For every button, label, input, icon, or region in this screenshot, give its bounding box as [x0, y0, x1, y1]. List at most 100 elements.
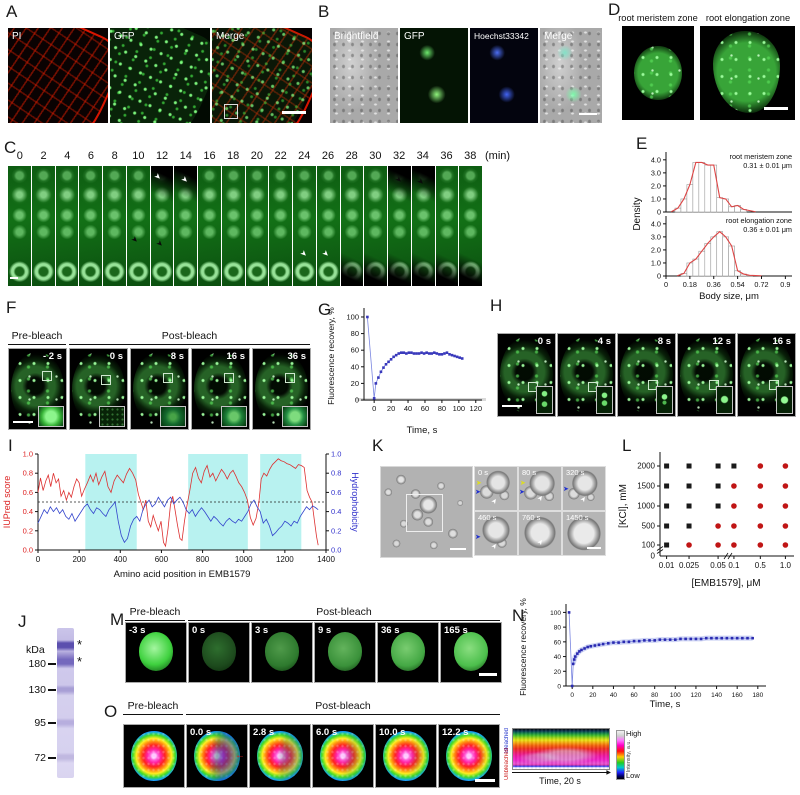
svg-text:0.2: 0.2 — [23, 526, 33, 535]
scale-bar — [502, 404, 522, 407]
blue-arrow-icon — [563, 486, 569, 493]
svg-text:1.0: 1.0 — [651, 194, 661, 203]
timepoint-label: 26 — [321, 150, 335, 162]
svg-text:root meristem zone: root meristem zone — [730, 152, 792, 161]
frame-time: -3 s — [129, 625, 146, 636]
timepoint-label: 0 — [16, 150, 23, 162]
panel-n-label: N — [512, 606, 525, 625]
fusion-frame: 12 s — [677, 333, 736, 417]
svg-text:0.01: 0.01 — [659, 561, 675, 570]
timelapse-frame — [198, 166, 221, 286]
droplet-fusion-frame: 80 s — [518, 466, 562, 511]
svg-text:60: 60 — [351, 346, 359, 355]
svg-text:Fluorescence recovery, %: Fluorescence recovery, % — [326, 307, 336, 405]
droplet-fusion-frame: 0 s — [474, 466, 518, 511]
frame-time: 36 s — [287, 351, 307, 362]
svg-text:0: 0 — [36, 555, 41, 564]
gel-lane — [57, 628, 74, 778]
white-arrow-icon — [490, 497, 499, 506]
frame-time: 0.0 s — [190, 727, 212, 738]
timepoint-label: 36 — [440, 150, 453, 162]
colorbar-low-label: Low — [626, 771, 640, 780]
timelapse-frame — [340, 166, 364, 286]
svg-text:[EMB1579], μM: [EMB1579], μM — [691, 578, 760, 589]
bleach-overlay — [446, 730, 492, 782]
svg-text:0: 0 — [657, 208, 661, 217]
scale-bar — [475, 779, 495, 782]
pre-bleach-header: Pre-bleach — [8, 330, 66, 345]
panel-c-label: C — [4, 138, 17, 157]
frame-time: 8 s — [170, 351, 184, 362]
frame-time: 2.8 s — [253, 727, 275, 738]
droplet-fusion-frame: 1450 s — [562, 511, 606, 556]
marker-weight: 130 — [28, 684, 46, 696]
heatmap-frame: 6.0 s — [312, 724, 374, 788]
intensity-colorbar — [616, 730, 625, 780]
marker-weight: 180 — [28, 658, 46, 670]
svg-text:100: 100 — [453, 404, 466, 413]
droplet-fusion-frame: 760 s — [518, 511, 562, 556]
panel-h-label: H — [490, 296, 503, 315]
colorbar-axis-label: Intensity, a.u. — [626, 740, 632, 773]
timepoint-label: 12 — [155, 150, 169, 162]
post-bleach-header: Post-bleach — [188, 606, 500, 621]
svg-text:0.0: 0.0 — [331, 546, 341, 555]
bleach-target-box — [101, 374, 112, 385]
svg-text:0.31 ± 0.01 μm: 0.31 ± 0.01 μm — [743, 161, 792, 170]
panel-b-gfp-image: GFP — [400, 28, 468, 123]
timelapse-frame — [364, 166, 387, 286]
svg-text:60: 60 — [554, 639, 562, 646]
droplet-frap-frame: -3 s — [125, 622, 187, 683]
svg-text:20: 20 — [589, 692, 597, 699]
bleach-target-box — [224, 373, 235, 383]
svg-text:0: 0 — [664, 280, 668, 289]
elongation-zone-title: root elongation zone — [705, 13, 791, 23]
svg-text:0.6: 0.6 — [331, 488, 341, 497]
svg-text:0: 0 — [651, 552, 656, 561]
timelapse-frame — [174, 166, 197, 286]
svg-text:40: 40 — [351, 362, 359, 371]
heatmap-frame: 0.0 s — [186, 724, 248, 788]
svg-text:IUPred score: IUPred score — [2, 476, 12, 529]
fusion-frame: 4 s — [557, 333, 616, 417]
marker-tick — [48, 757, 56, 759]
timelapse-frame — [388, 166, 411, 286]
svg-text:100: 100 — [670, 692, 681, 699]
svg-text:Hydrophobicity: Hydrophobicity — [350, 472, 360, 532]
svg-text:Time, s: Time, s — [407, 425, 438, 436]
svg-text:100: 100 — [346, 312, 359, 321]
timepoint-label: 22 — [274, 150, 287, 162]
blue-arrow-icon — [519, 489, 525, 496]
scale-bar — [10, 277, 18, 279]
chart-body-size-histograms: 0 1.0 2.0 3.0 4.0 root meristem zone 0.31 ± 0.… — [632, 140, 800, 307]
heatmap-frame: 12.2 s — [438, 724, 500, 788]
svg-text:0.0: 0.0 — [23, 546, 33, 555]
frame-time: 3 s — [255, 625, 269, 636]
white-arrow-icon — [152, 172, 162, 182]
droplet — [453, 632, 489, 672]
droplet — [138, 632, 174, 672]
svg-text:0.54: 0.54 — [731, 280, 745, 289]
timepoint-labels: 0 2 4 6 8 10 12 14 16 18 20 22 24 26 28 30 32 34 36 38 — [8, 150, 482, 162]
black-arrow-icon — [154, 239, 164, 249]
svg-text:80: 80 — [438, 404, 446, 413]
droplet — [327, 632, 363, 672]
timepoint-label: 6 — [87, 150, 95, 162]
svg-text:1500: 1500 — [637, 482, 655, 491]
svg-text:500: 500 — [642, 522, 656, 531]
nucleus — [500, 337, 553, 413]
timelapse-frame — [293, 166, 316, 286]
frame-time: 0 s — [192, 625, 206, 636]
inset-zoom — [221, 406, 247, 427]
pi-tag: PI — [12, 31, 22, 42]
black-arrow-icon — [416, 177, 426, 187]
kda-label: kDa — [26, 644, 45, 656]
gfp-tag: GFP — [114, 31, 135, 42]
timelapse-frame — [459, 166, 482, 286]
svg-text:40: 40 — [554, 654, 562, 661]
svg-text:Time, s: Time, s — [650, 699, 681, 710]
timelapse-frame — [411, 166, 435, 286]
inset-zoom — [536, 386, 553, 414]
droplet-frap-frame: 9 s — [314, 622, 376, 683]
svg-text:0.9: 0.9 — [780, 280, 790, 289]
